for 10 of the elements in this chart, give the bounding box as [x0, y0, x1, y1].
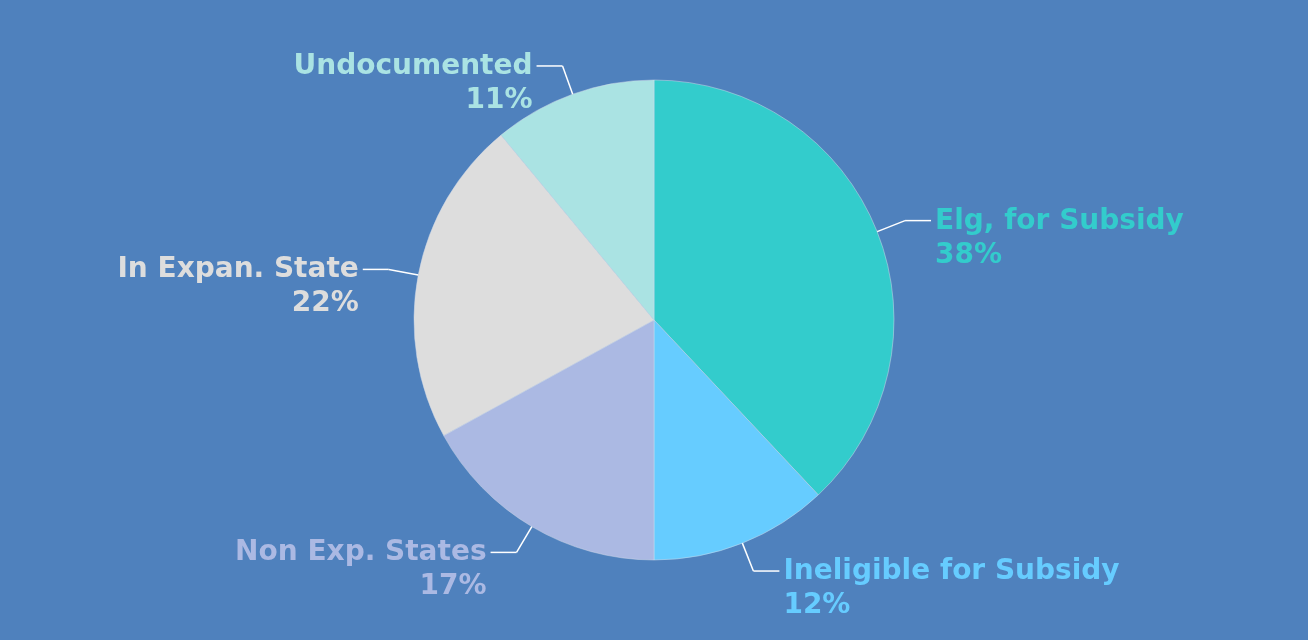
slice-label: In Expan. State	[117, 251, 359, 285]
slice-label: Elg, for Subsidy	[935, 202, 1184, 236]
data-label: 11%	[465, 81, 533, 115]
data-label: 17%	[419, 568, 487, 602]
data-label: 12%	[783, 587, 851, 621]
data-label: 38%	[935, 236, 1003, 270]
slice-label: Undocumented	[293, 47, 533, 81]
data-label: 22%	[291, 285, 359, 319]
slice-label: Ineligible for Subsidy	[783, 553, 1120, 587]
slice-label: Non Exp. States	[235, 534, 487, 568]
